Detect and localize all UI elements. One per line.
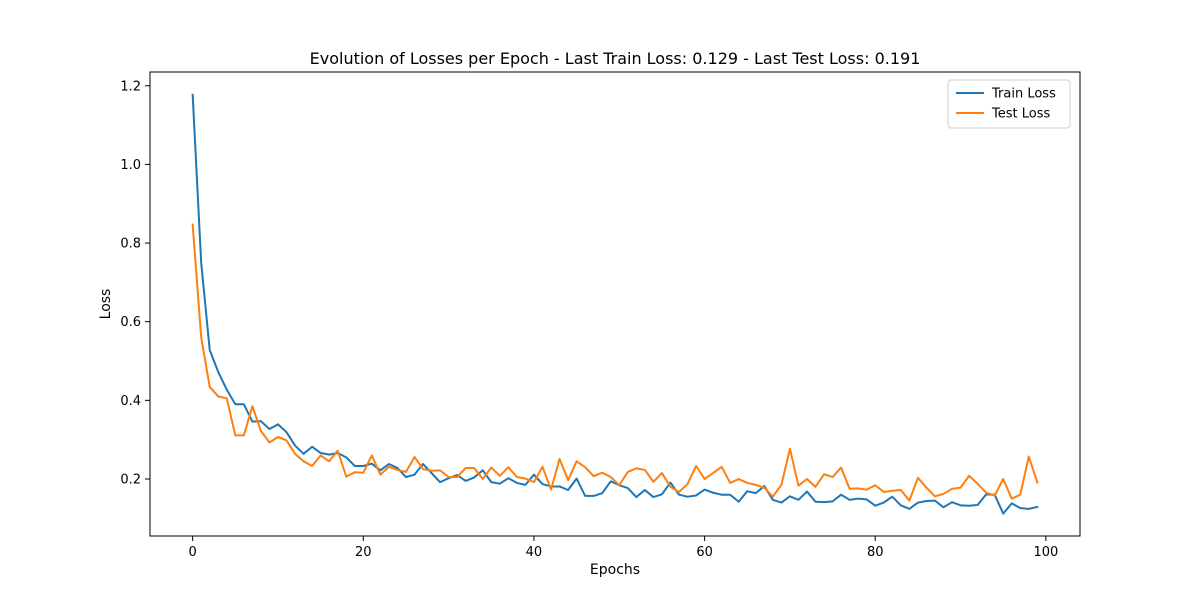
x-tick-label: 60 [696,545,713,560]
chart-title: Evolution of Losses per Epoch - Last Tra… [310,49,921,68]
legend-label-1: Test Loss [991,107,1050,122]
series-line-1 [191,223,1039,502]
plot-series [191,93,1039,515]
x-tick-label: 100 [1033,545,1058,560]
y-tick-label: 0.4 [120,394,141,409]
y-axis-ticks: 0.2 0.4 0.6 0.8 1.0 1.2 [120,79,150,487]
x-tick-label: 0 [189,545,197,560]
y-tick-label: 0.8 [120,237,141,252]
y-axis-label: Loss [98,289,114,320]
plot-area-frame [149,71,1081,537]
x-tick-label: 40 [526,545,543,560]
legend: Train Loss Test Loss [947,79,1071,129]
y-tick-label: 1.0 [120,158,141,173]
y-tick-label: 0.2 [120,472,141,487]
x-axis-label: Epochs [590,562,640,578]
series-line-0 [191,93,1039,515]
x-tick-label: 20 [355,545,372,560]
x-tick-label: 80 [867,545,884,560]
x-axis-ticks: 0 20 40 60 80 100 [189,536,1058,560]
y-tick-label: 0.6 [120,315,141,330]
y-tick-label: 1.2 [120,79,141,94]
legend-label-0: Train Loss [991,87,1056,102]
